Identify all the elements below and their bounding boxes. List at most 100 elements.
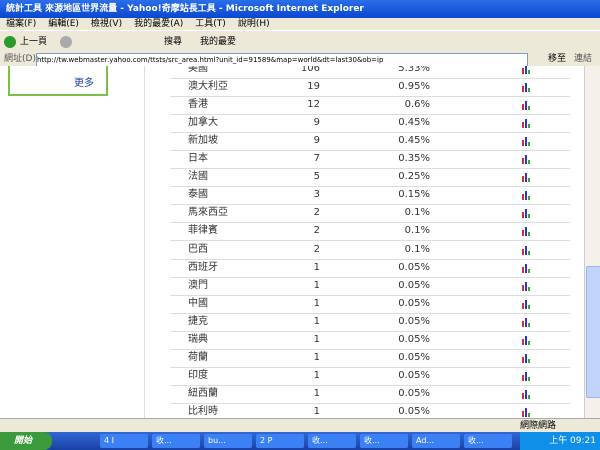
icon-bar (522, 140, 524, 147)
back-button[interactable]: 上一頁 (20, 37, 48, 47)
percent: 0.05% (398, 315, 430, 327)
table-row: 日本 7 0.35% (170, 150, 570, 170)
more-link[interactable]: 更多 (74, 78, 94, 89)
chart-icon[interactable] (522, 208, 532, 219)
visits: 7 (313, 153, 320, 165)
menu-bar: 檔案(F) 編輯(E) 檢視(V) 我的最愛(A) 工具(T) 說明(H) (0, 18, 600, 30)
icon-bar (522, 284, 524, 291)
visits: 12 (307, 99, 320, 111)
icon-bar (528, 358, 530, 363)
task-button[interactable]: 2 P (256, 434, 304, 448)
country: 香港 (188, 99, 208, 111)
chart-icon[interactable] (522, 389, 532, 399)
menu-item[interactable]: 檢視(V) (90, 19, 123, 29)
chart-icon[interactable] (522, 299, 532, 309)
scrollbar[interactable] (584, 66, 600, 418)
chart-icon[interactable] (522, 154, 532, 165)
visits: 1 (313, 315, 320, 327)
chart-icon[interactable] (522, 353, 532, 363)
icon-bar (525, 281, 527, 291)
links-button[interactable]: 連結 (574, 54, 593, 64)
task-button[interactable]: 4 I (100, 434, 148, 448)
task-button[interactable]: 收... (360, 434, 408, 448)
chart-icon[interactable] (522, 317, 532, 327)
chart-icon[interactable] (522, 281, 532, 291)
percent: 0.6% (404, 99, 430, 111)
percent: 0.95% (398, 81, 430, 93)
country: 加拿大 (188, 117, 218, 129)
chart-icon[interactable] (522, 82, 532, 93)
task-button[interactable]: 收... (308, 434, 356, 448)
chart-icon[interactable] (522, 226, 532, 237)
chart-icon[interactable] (522, 407, 532, 417)
task-button[interactable]: 收... (464, 434, 512, 448)
status-zone: 網際網路 (520, 421, 557, 431)
back-icon (4, 36, 16, 48)
icon-bar (528, 106, 530, 111)
page-content: 更多 美國 106 5.33% 澳大利亞 19 0.95% 香港 12 0.6% 加拿大 9 0.45… (0, 66, 584, 418)
percent: 0.25% (398, 171, 430, 183)
start-button[interactable]: 開始 (0, 432, 52, 450)
menu-item[interactable]: 我的最愛(A) (134, 19, 184, 29)
visits: 1 (313, 351, 320, 363)
country: 菲律賓 (188, 225, 218, 237)
search-button[interactable]: 搜尋 (164, 37, 183, 47)
forward-icon[interactable] (60, 36, 72, 48)
menu-item[interactable]: 編輯(E) (48, 19, 79, 29)
scroll-thumb[interactable] (586, 266, 600, 398)
percent: 0.05% (398, 297, 430, 309)
icon-bar (522, 122, 524, 129)
sidebar-box: 更多 (8, 66, 108, 96)
chart-icon[interactable] (522, 263, 532, 273)
status-bar: 網際網路 (0, 418, 600, 433)
percent: 0.05% (398, 405, 430, 417)
menu-item[interactable]: 說明(H) (237, 19, 270, 29)
task-button[interactable]: bu... (204, 434, 252, 448)
icon-bar (528, 286, 530, 291)
chart-icon[interactable] (522, 335, 532, 345)
table-row: 加拿大 9 0.45% (170, 114, 570, 134)
icon-bar (528, 322, 530, 327)
table-row: 紐西蘭 1 0.05% (170, 385, 570, 404)
toolbar: 上一頁 搜尋 我的最愛 (0, 30, 600, 53)
visits: 1 (313, 369, 320, 381)
chart-icon[interactable] (522, 245, 532, 255)
icon-bar (525, 101, 527, 111)
visits: 9 (313, 135, 320, 147)
icon-bar (525, 83, 527, 93)
favorites-button[interactable]: 我的最愛 (200, 37, 237, 47)
chart-icon[interactable] (522, 136, 532, 147)
divider (144, 66, 145, 418)
chart-icon[interactable] (522, 190, 532, 201)
icon-bar (522, 158, 524, 165)
icon-bar (525, 335, 527, 345)
icon-bar (528, 340, 530, 345)
task-button[interactable]: 收... (152, 434, 200, 448)
chart-icon[interactable] (522, 172, 532, 183)
chart-icon[interactable] (522, 66, 532, 74)
table-row: 中國 1 0.05% (170, 295, 570, 314)
percent: 0.1% (404, 207, 430, 219)
address-input[interactable]: http://tw.webmaster.yahoo.com/ttsts/src_… (36, 53, 528, 67)
country: 印度 (188, 369, 208, 381)
chart-icon[interactable] (522, 100, 532, 111)
go-button[interactable]: 移至 (548, 54, 567, 64)
percent: 0.45% (398, 135, 430, 147)
address-bar: 網址(D) http://tw.webmaster.yahoo.com/ttst… (0, 52, 600, 67)
chart-icon[interactable] (522, 371, 532, 381)
menu-item[interactable]: 檔案(F) (6, 19, 37, 29)
icon-bar (525, 245, 527, 255)
task-button[interactable]: Ad... (412, 434, 460, 448)
menu-item[interactable]: 工具(T) (195, 19, 226, 29)
icon-bar (528, 178, 530, 183)
icon-bar (525, 191, 527, 201)
icon-bar (528, 394, 530, 399)
visits: 1 (313, 279, 320, 291)
country: 巴西 (188, 243, 208, 255)
country: 比利時 (188, 405, 218, 417)
icon-bar (528, 124, 530, 129)
icon-bar (528, 250, 530, 255)
chart-icon[interactable] (522, 118, 532, 129)
percent: 0.05% (398, 369, 430, 381)
